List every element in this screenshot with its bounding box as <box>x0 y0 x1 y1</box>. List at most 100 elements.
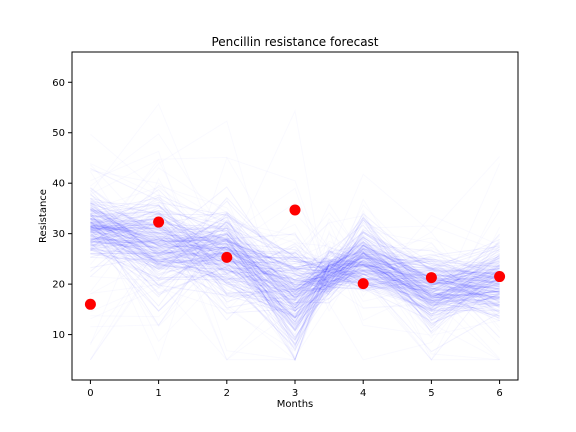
forecast-trajectory <box>90 225 500 305</box>
forecast-trajectory <box>90 239 500 292</box>
forecast-trajectory <box>90 245 500 283</box>
forecast-trajectory <box>90 221 500 322</box>
forecast-trajectory <box>90 217 500 309</box>
y-tick-label: 60 <box>52 78 65 89</box>
forecast-trajectory <box>90 235 500 331</box>
forecast-trajectory <box>90 242 500 341</box>
forecast-trajectory <box>90 193 500 308</box>
forecast-trajectory <box>90 221 500 281</box>
forecast-trajectory <box>90 244 500 301</box>
forecast-trajectory <box>90 238 500 315</box>
forecast-trajectory <box>90 210 500 305</box>
forecast-trajectory <box>90 226 500 318</box>
forecast-trajectory <box>90 235 500 339</box>
forecast-trajectory <box>90 204 500 293</box>
forecast-trajectory <box>89 218 500 330</box>
forecast-trajectory <box>90 216 500 346</box>
forecast-trajectory <box>90 223 500 303</box>
y-tick-label: 30 <box>52 229 65 240</box>
forecast-trajectory <box>90 227 500 319</box>
forecast-trajectory <box>90 208 500 341</box>
forecast-trajectory <box>90 224 500 294</box>
forecast-trajectory <box>90 229 500 293</box>
forecast-trajectory <box>90 208 500 306</box>
forecast-trajectory <box>90 221 500 323</box>
forecast-trajectory <box>90 238 500 284</box>
forecast-trajectory <box>90 239 500 306</box>
forecast-trajectory <box>90 249 500 311</box>
forecast-trajectory <box>90 209 500 298</box>
forecast-trajectory <box>90 218 500 323</box>
forecast-trajectory <box>90 188 500 325</box>
forecast-trajectory <box>90 220 500 283</box>
forecast-trajectory <box>90 212 500 307</box>
forecast-trajectory <box>90 216 500 298</box>
forecast-trajectory <box>90 224 500 286</box>
forecast-trajectory <box>90 221 500 304</box>
observed-point <box>153 216 165 228</box>
forecast-trajectory <box>90 212 500 345</box>
forecast-trajectory <box>90 197 500 319</box>
forecast-trajectory <box>90 212 500 298</box>
x-tick-label: 0 <box>87 388 93 399</box>
forecast-trajectory <box>90 196 500 312</box>
forecast-trajectory <box>90 236 500 325</box>
forecast-trajectory <box>90 212 500 300</box>
forecast-trajectory <box>90 235 500 298</box>
forecast-trajectory <box>90 210 500 280</box>
forecast-trajectory <box>90 217 500 319</box>
forecast-trajectory <box>90 225 500 305</box>
x-tick-label: 5 <box>428 388 434 399</box>
forecast-trajectory <box>90 200 500 298</box>
forecast-trajectory <box>90 219 500 361</box>
forecast-trajectory <box>90 208 500 324</box>
chart-title: Pencillin resistance forecast <box>211 35 378 49</box>
forecast-trajectory <box>90 217 500 310</box>
forecast-trajectory <box>90 231 500 300</box>
x-tick-label: 4 <box>360 388 366 399</box>
forecast-trajectory <box>90 204 500 288</box>
forecast-trajectory <box>90 209 500 332</box>
y-axis: 10 20 30 40 50 60 <box>52 78 72 341</box>
forecast-trajectory <box>90 217 500 309</box>
forecast-trajectory <box>90 236 500 311</box>
forecast-trajectory <box>90 201 500 306</box>
forecast-trajectory <box>90 214 500 299</box>
observed-point <box>494 271 506 283</box>
forecast-trajectory <box>90 222 500 292</box>
forecast-trajectory <box>90 246 500 318</box>
forecast-trajectory <box>90 228 500 327</box>
forecast-trajectory <box>90 238 500 324</box>
forecast-trajectory <box>90 221 500 296</box>
forecast-trajectory <box>90 206 500 332</box>
y-tick-label: 50 <box>52 128 65 139</box>
x-tick-label: 6 <box>496 388 502 399</box>
forecast-trajectory <box>90 222 500 326</box>
forecast-trajectory <box>90 218 500 313</box>
forecast-trajectory <box>90 205 500 353</box>
forecast-trajectory <box>90 222 500 310</box>
forecast-trajectory <box>90 213 500 317</box>
forecast-trajectory <box>90 225 500 328</box>
forecast-trajectory <box>90 236 500 286</box>
forecast-trajectory <box>90 236 500 295</box>
forecast-trajectory <box>90 229 500 318</box>
forecast-trajectory <box>90 238 500 302</box>
x-axis: 0 1 2 3 4 5 6 <box>87 380 503 399</box>
forecast-trajectory <box>90 221 500 285</box>
forecast-trajectory <box>90 203 500 293</box>
forecast-trajectory <box>90 194 500 297</box>
forecast-trajectory <box>90 187 500 312</box>
forecast-trajectory <box>90 255 500 276</box>
forecast-trajectory <box>90 202 500 297</box>
forecast-trajectory <box>90 223 500 306</box>
forecast-trajectory <box>90 213 500 319</box>
forecast-trajectory <box>90 212 500 307</box>
forecast-trajectory <box>90 232 500 321</box>
forecast-trajectory <box>90 208 500 342</box>
observed-point <box>357 278 369 290</box>
forecast-trajectory <box>90 227 500 294</box>
forecast-trajectory <box>90 240 500 313</box>
forecast-trajectory <box>90 215 500 338</box>
forecast-trajectory <box>90 209 500 314</box>
